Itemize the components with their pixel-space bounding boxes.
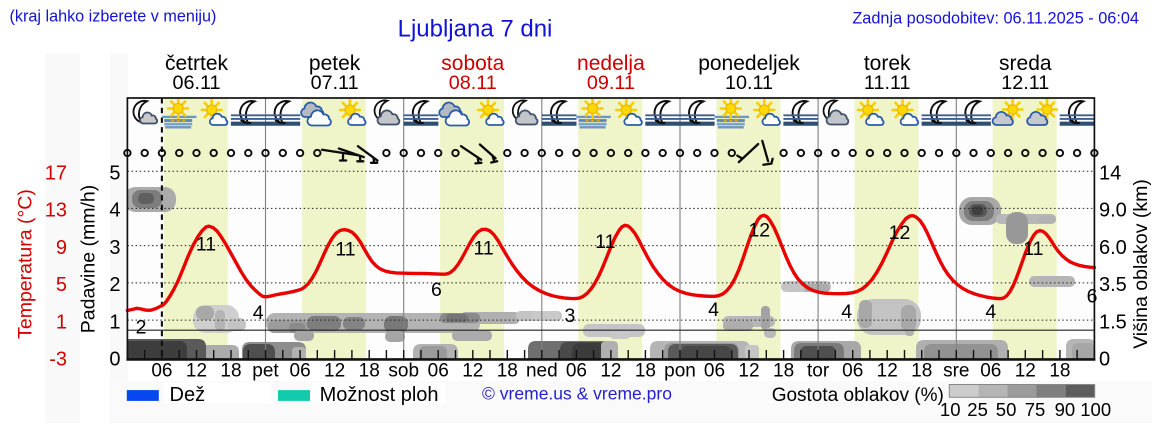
svg-text:11: 11 bbox=[1023, 238, 1043, 260]
svg-text:08.11: 08.11 bbox=[449, 72, 497, 94]
svg-text:06: 06 bbox=[842, 361, 863, 382]
svg-text:12: 12 bbox=[738, 361, 759, 382]
svg-text:10: 10 bbox=[940, 399, 961, 420]
svg-text:0: 0 bbox=[109, 349, 120, 371]
svg-text:Dež: Dež bbox=[170, 384, 206, 406]
svg-text:© vreme.us & vreme.pro: © vreme.us & vreme.pro bbox=[482, 384, 672, 404]
svg-text:2: 2 bbox=[136, 317, 147, 339]
svg-text:12: 12 bbox=[889, 222, 911, 244]
svg-text:13: 13 bbox=[45, 200, 67, 222]
svg-text:Temperatura (°C): Temperatura (°C) bbox=[15, 189, 37, 339]
svg-text:11: 11 bbox=[473, 238, 493, 260]
svg-text:11: 11 bbox=[196, 234, 216, 256]
svg-text:06: 06 bbox=[290, 361, 311, 382]
svg-text:petek: petek bbox=[309, 52, 361, 75]
svg-text:25: 25 bbox=[967, 399, 988, 420]
svg-text:11: 11 bbox=[335, 238, 355, 260]
svg-text:sob: sob bbox=[388, 361, 419, 382]
svg-text:75: 75 bbox=[1025, 399, 1046, 420]
svg-text:Gostota oblakov (%): Gostota oblakov (%) bbox=[772, 385, 944, 406]
svg-text:12: 12 bbox=[877, 361, 898, 382]
svg-text:11.11: 11.11 bbox=[864, 72, 911, 94]
svg-text:12: 12 bbox=[748, 220, 770, 242]
svg-text:14: 14 bbox=[1099, 163, 1121, 185]
svg-text:06: 06 bbox=[151, 361, 172, 382]
svg-text:nedelja: nedelja bbox=[577, 52, 645, 75]
svg-text:07.11: 07.11 bbox=[311, 72, 359, 94]
svg-text:18: 18 bbox=[359, 361, 380, 382]
svg-text:4: 4 bbox=[253, 302, 264, 324]
svg-text:12: 12 bbox=[462, 361, 483, 382]
svg-text:3: 3 bbox=[109, 237, 120, 259]
svg-text:100: 100 bbox=[1080, 399, 1111, 420]
svg-text:12.11: 12.11 bbox=[1001, 72, 1049, 94]
svg-text:ned: ned bbox=[526, 361, 558, 382]
svg-text:sre: sre bbox=[943, 361, 969, 382]
svg-text:4: 4 bbox=[708, 299, 719, 321]
svg-text:17: 17 bbox=[45, 163, 67, 185]
svg-text:9.0: 9.0 bbox=[1099, 200, 1127, 222]
svg-text:tor: tor bbox=[807, 361, 830, 382]
svg-text:1: 1 bbox=[56, 311, 67, 333]
svg-text:06: 06 bbox=[566, 361, 587, 382]
svg-text:pon: pon bbox=[664, 361, 696, 382]
svg-text:1.5: 1.5 bbox=[1099, 311, 1127, 333]
svg-text:18: 18 bbox=[1049, 361, 1070, 382]
svg-text:9: 9 bbox=[56, 237, 67, 259]
svg-text:Zadnja posodobitev: 06.11.2025: Zadnja posodobitev: 06.11.2025 - 06:04 bbox=[852, 10, 1139, 28]
svg-text:6.0: 6.0 bbox=[1099, 237, 1127, 259]
svg-text:-3: -3 bbox=[49, 349, 67, 371]
svg-text:pet: pet bbox=[252, 361, 279, 382]
svg-text:12: 12 bbox=[186, 361, 207, 382]
svg-text:11: 11 bbox=[595, 231, 615, 253]
svg-text:10.11: 10.11 bbox=[725, 72, 773, 94]
svg-text:12: 12 bbox=[324, 361, 345, 382]
svg-text:3.5: 3.5 bbox=[1099, 274, 1127, 296]
svg-text:18: 18 bbox=[497, 361, 518, 382]
svg-text:18: 18 bbox=[220, 361, 241, 382]
svg-text:12: 12 bbox=[600, 361, 621, 382]
svg-text:5: 5 bbox=[56, 274, 67, 296]
svg-text:18: 18 bbox=[911, 361, 932, 382]
svg-text:sobota: sobota bbox=[441, 52, 504, 75]
svg-text:4: 4 bbox=[841, 301, 852, 323]
svg-text:ponedeljek: ponedeljek bbox=[698, 52, 800, 75]
svg-text:4: 4 bbox=[985, 301, 996, 323]
svg-text:4: 4 bbox=[109, 200, 120, 222]
svg-text:09.11: 09.11 bbox=[587, 72, 635, 94]
svg-text:torek: torek bbox=[864, 52, 911, 75]
svg-text:Padavine (mm/h): Padavine (mm/h) bbox=[78, 185, 100, 333]
svg-text:sreda: sreda bbox=[999, 52, 1052, 75]
svg-text:Ljubljana 7 dni: Ljubljana 7 dni bbox=[398, 16, 553, 43]
svg-text:Možnost ploh: Možnost ploh bbox=[320, 384, 439, 406]
svg-text:50: 50 bbox=[996, 399, 1017, 420]
svg-text:18: 18 bbox=[773, 361, 794, 382]
svg-text:(kraj lahko izberete v meniju): (kraj lahko izberete v meniju) bbox=[10, 8, 217, 26]
svg-text:6: 6 bbox=[1087, 286, 1098, 308]
svg-text:Višina oblakov (km): Višina oblakov (km) bbox=[1130, 179, 1152, 349]
svg-text:06: 06 bbox=[704, 361, 725, 382]
svg-text:6: 6 bbox=[431, 279, 442, 301]
svg-text:četrtek: četrtek bbox=[165, 52, 229, 75]
svg-text:2: 2 bbox=[109, 274, 120, 296]
svg-text:06: 06 bbox=[428, 361, 449, 382]
svg-text:0: 0 bbox=[1099, 349, 1110, 371]
svg-text:06: 06 bbox=[980, 361, 1001, 382]
svg-text:5: 5 bbox=[109, 163, 120, 185]
svg-text:06.11: 06.11 bbox=[172, 72, 220, 94]
svg-text:3: 3 bbox=[564, 305, 575, 327]
svg-text:12: 12 bbox=[1015, 361, 1036, 382]
svg-text:18: 18 bbox=[635, 361, 656, 382]
svg-text:1: 1 bbox=[109, 311, 120, 333]
svg-text:90: 90 bbox=[1055, 399, 1076, 420]
